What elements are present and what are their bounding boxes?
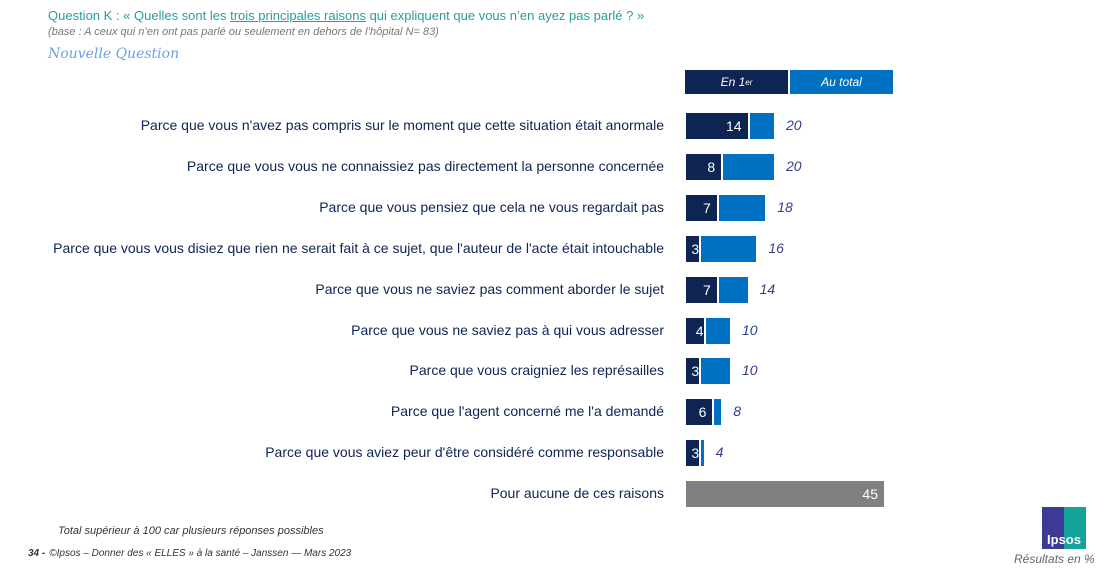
new-question-label: Nouvelle Question (48, 46, 180, 62)
bar-first: 8 (686, 153, 722, 180)
category-label: Parce que l'agent concerné me l'a demand… (390, 403, 664, 420)
category-label: Pour aucune de ces raisons (490, 485, 664, 502)
bar-total (714, 399, 722, 426)
bar-first: 3 (686, 358, 700, 385)
category-label: Parce que vous ne saviez pas comment abo… (315, 280, 664, 297)
bar-none: 45 (686, 481, 884, 508)
bar-total (701, 235, 757, 262)
question-suffix: qui expliquent que vous n’en ayez pas pa… (365, 8, 645, 23)
bar-first: 3 (686, 440, 700, 467)
ipsos-logo: Ipsos (1042, 507, 1086, 549)
total-label: 20 (786, 117, 802, 133)
legend-first-sup: er (745, 77, 753, 87)
note: Total supérieur à 100 car plusieurs répo… (58, 525, 324, 537)
legend-total: Au total (790, 70, 893, 94)
legend-first-text: En 1 (720, 75, 746, 89)
bar-first: 7 (686, 276, 717, 303)
category-label: Parce que vous n'avez pas compris sur le… (140, 117, 664, 133)
total-label: 10 (742, 362, 758, 379)
bar-total (749, 113, 774, 139)
category-label: Parce que vous craigniez les représaille… (409, 362, 664, 379)
bar-total (723, 153, 774, 180)
category-label: Parce que vous pensiez que cela ne vous … (319, 198, 664, 215)
results-unit: Résultats en % (1014, 552, 1095, 566)
total-label: 10 (742, 321, 758, 338)
bar-first: 14 (686, 113, 748, 139)
bar-first: 6 (686, 399, 713, 426)
base-note: (base : A ceux qui n’en ont pas parlé ou… (48, 26, 439, 38)
question-emphasis: trois principales raisons (230, 8, 366, 23)
total-label: 20 (786, 157, 802, 174)
bar-first: 3 (686, 235, 700, 262)
source-text: ©Ipsos – Donner des « ELLES » à la santé… (49, 548, 352, 559)
category-label: Parce que vous aviez peur d'être considé… (265, 444, 664, 461)
total-label: 4 (715, 444, 724, 461)
total-label: 14 (759, 280, 776, 297)
question-prefix: Question K : « Quelles sont les (48, 8, 231, 23)
bar-total (701, 440, 704, 467)
bar-first: 4 (686, 317, 704, 344)
legend-first: En 1 er (685, 70, 788, 94)
bar-first: 7 (686, 194, 717, 221)
bar-total (718, 276, 748, 303)
question-title: Question K : « Quelles sont les trois pr… (48, 8, 644, 23)
category-label: Parce que vous ne saviez pas à qui vous … (351, 321, 664, 338)
footer-source: 34 - ©Ipsos – Donner des « ELLES » à la s… (28, 548, 351, 559)
bar-total (718, 194, 766, 221)
category-label: Parce que vous vous ne connaissiez pas d… (186, 157, 664, 174)
category-label: Parce que vous vous disiez que rien ne s… (53, 239, 664, 256)
total-label: 18 (777, 198, 793, 215)
bar-total (705, 317, 730, 344)
total-label: 16 (768, 239, 784, 256)
total-label: 8 (733, 403, 741, 420)
page-number: 34 - (28, 548, 46, 559)
bar-total (701, 358, 730, 385)
